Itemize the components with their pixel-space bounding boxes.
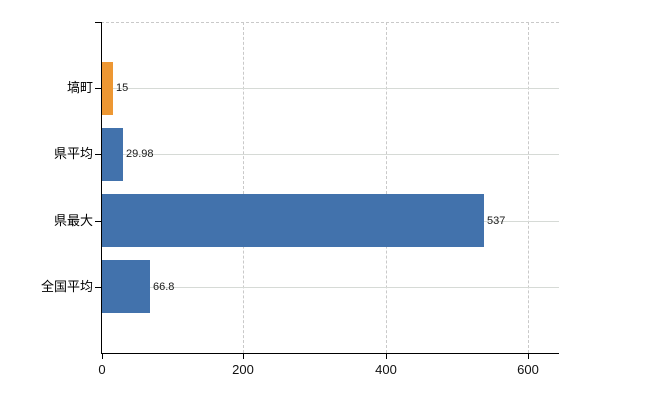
x-tick-label: 0 (98, 362, 106, 377)
bar (102, 260, 150, 313)
plot-top-border (101, 22, 559, 23)
value-label: 29.98 (126, 148, 154, 160)
bar (102, 62, 113, 115)
x-tick-label: 200 (232, 362, 254, 377)
value-label: 537 (487, 215, 506, 227)
v-gridline (528, 22, 529, 353)
h-gridline (102, 88, 559, 89)
value-label: 15 (116, 82, 129, 94)
y-tick (95, 287, 101, 288)
h-gridline (102, 154, 559, 155)
category-label: 塙町 (66, 80, 93, 95)
value-label: 66.8 (153, 281, 175, 293)
category-label: 全国平均 (40, 279, 93, 294)
x-tick (386, 354, 387, 359)
h-gridline (102, 287, 559, 288)
y-tick (95, 221, 101, 222)
y-tick (95, 154, 101, 155)
y-tick (95, 88, 101, 89)
x-tick-label: 400 (375, 362, 397, 377)
category-label: 県平均 (53, 146, 93, 161)
x-tick (528, 354, 529, 359)
v-gridline (386, 22, 387, 353)
category-label: 県最大 (53, 213, 93, 228)
x-tick (102, 354, 103, 359)
y-axis-line (101, 22, 102, 354)
bar (102, 194, 484, 247)
x-axis-line (101, 353, 559, 354)
x-tick (243, 354, 244, 359)
bar (102, 128, 123, 181)
x-tick-label: 600 (517, 362, 539, 377)
y-axis-top-tick (95, 22, 101, 23)
v-gridline (243, 22, 244, 353)
